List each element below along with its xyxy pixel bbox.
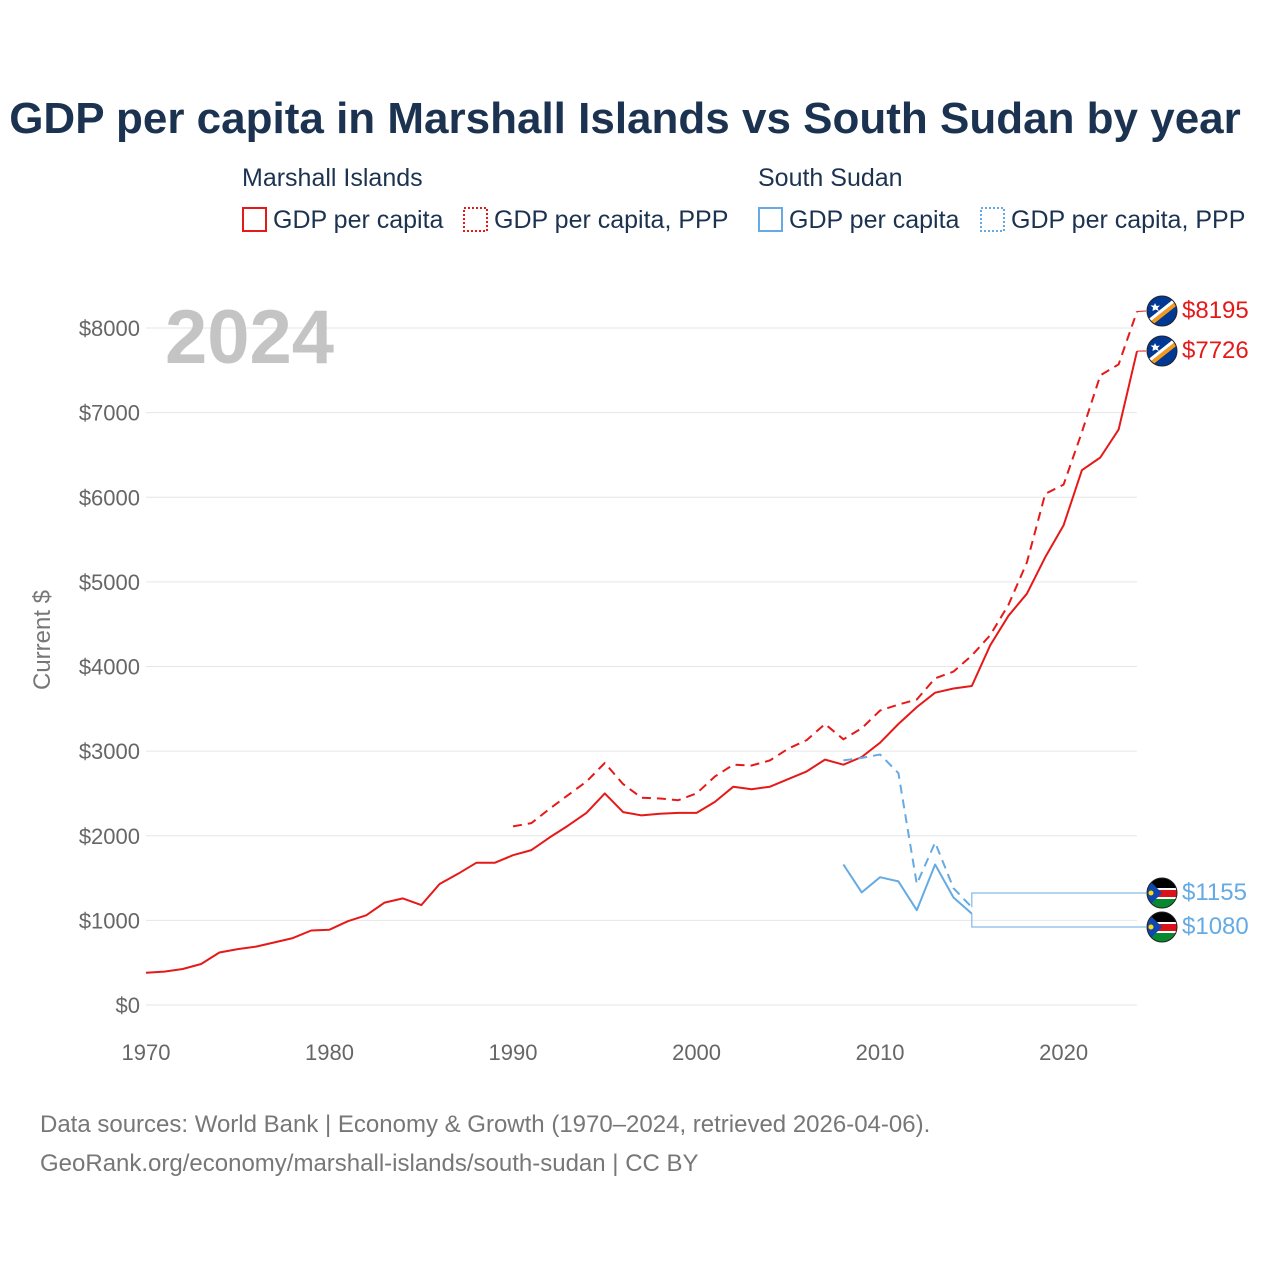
y-tick-label: $7000 xyxy=(79,401,140,426)
south-sudan-flag-icon xyxy=(1146,911,1178,943)
end-label-connectors xyxy=(971,310,1147,928)
legend-swatch-marshall-gdp xyxy=(242,207,267,232)
series-line-marshall-islands-gdp-per-capita-ppp xyxy=(512,311,1138,828)
year-watermark: 2024 xyxy=(165,295,334,380)
source-line-2: GeoRank.org/economy/marshall-islands/sou… xyxy=(40,1150,699,1177)
legend-item-marshall-gdp: GDP per capita xyxy=(273,206,444,234)
series-line-south-sudan-gdp-per-capita xyxy=(842,863,973,915)
legend-swatch-sudan-gdp xyxy=(758,207,783,232)
x-tick-label: 1990 xyxy=(489,1040,538,1065)
legend-swatch-marshall-gdp-ppp xyxy=(463,207,488,232)
x-tick-label: 1970 xyxy=(122,1040,171,1065)
gridlines xyxy=(146,327,1137,1006)
y-tick-label: $6000 xyxy=(79,485,140,510)
y-tick-label: $2000 xyxy=(79,824,140,849)
legend-item-sudan-gdp: GDP per capita xyxy=(789,206,960,234)
legend-group-marshall-islands: Marshall Islands xyxy=(242,164,423,192)
legend-group-south-sudan: South Sudan xyxy=(758,164,903,192)
end-label-sudan-gdp-ppp: $1155 xyxy=(1182,879,1247,906)
y-axis-ticks: $0 $1000 $2000 $3000 $4000 $5000 $6000 $7000 $80… xyxy=(79,316,140,1018)
end-label-marshall-gdp: $7726 xyxy=(1182,337,1249,364)
x-tick-label: 2010 xyxy=(856,1040,905,1065)
marshall-islands-flag-icon xyxy=(1146,335,1178,367)
legend-swatch-sudan-gdp-ppp xyxy=(980,207,1005,232)
series-line-marshall-islands-gdp-per-capita xyxy=(145,350,1138,974)
end-label-connector xyxy=(971,892,1146,908)
series-lines xyxy=(145,311,1138,974)
y-tick-label: $5000 xyxy=(79,570,140,595)
south-sudan-flag-icon xyxy=(1146,877,1178,909)
x-tick-label: 2000 xyxy=(672,1040,721,1065)
end-label-marshall-gdp-ppp: $8195 xyxy=(1182,297,1249,324)
legend-item-sudan-gdp-ppp: GDP per capita, PPP xyxy=(1011,206,1245,234)
y-tick-label: $0 xyxy=(116,993,140,1018)
end-label-sudan-gdp: $1080 xyxy=(1182,913,1249,940)
series-line-south-sudan-gdp-per-capita-ppp xyxy=(843,753,973,908)
x-tick-label: 2020 xyxy=(1039,1040,1088,1065)
legend-item-marshall-gdp-ppp: GDP per capita, PPP xyxy=(494,206,728,234)
y-axis-label: Current $ xyxy=(29,590,56,690)
y-tick-label: $8000 xyxy=(79,316,140,341)
y-tick-label: $3000 xyxy=(79,739,140,764)
x-tick-label: 1980 xyxy=(305,1040,354,1065)
y-tick-label: $1000 xyxy=(79,908,140,933)
end-label-connector xyxy=(971,913,1146,928)
marshall-islands-flag-icon xyxy=(1146,295,1178,327)
source-line-1: Data sources: World Bank | Economy & Gro… xyxy=(40,1111,930,1138)
legend: Marshall Islands GDP per capita GDP per … xyxy=(242,164,1245,234)
chart-title: GDP per capita in Marshall Islands vs So… xyxy=(9,94,1241,143)
x-axis-ticks: 1970 1980 1990 2000 2010 2020 xyxy=(122,1040,1089,1065)
y-tick-label: $4000 xyxy=(79,655,140,680)
